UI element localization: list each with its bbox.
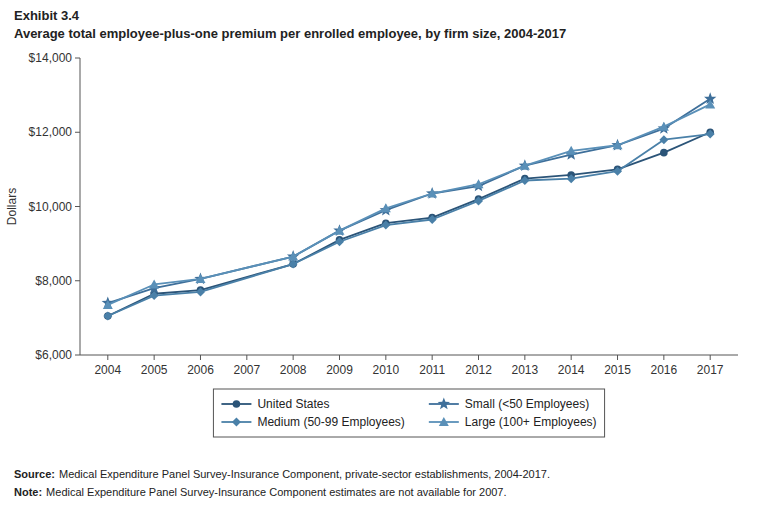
y-tick <box>75 132 80 133</box>
x-tick-label: 2006 <box>187 363 214 377</box>
y-tick <box>75 355 80 356</box>
series-marker <box>334 226 344 235</box>
series-marker <box>287 250 299 262</box>
annotation-label: Note: <box>14 486 42 498</box>
legend-item: Small (<50 Employees) <box>429 397 589 411</box>
series-marker <box>474 196 483 205</box>
legend-marker <box>438 398 450 410</box>
x-tick-label: 2007 <box>233 363 260 377</box>
legend-box <box>213 389 604 437</box>
series-marker <box>333 224 345 236</box>
series-marker <box>149 279 159 288</box>
x-tick-label: 2012 <box>465 363 492 377</box>
x-tick <box>293 355 294 360</box>
x-tick <box>524 355 525 360</box>
subtitle: Average total employee-plus-one premium … <box>14 26 566 41</box>
x-tick-label: 2010 <box>372 363 399 377</box>
x-tick <box>478 355 479 360</box>
legend: United States Small (<50 Employees) Medium… <box>213 389 604 437</box>
series-marker <box>103 300 113 309</box>
x-tick-label: 2017 <box>697 363 724 377</box>
x-tick <box>385 355 386 360</box>
series-line <box>108 134 710 316</box>
y-tick-label: $10,000 <box>29 200 73 214</box>
x-tick <box>617 355 618 360</box>
series-marker <box>104 312 112 320</box>
y-tick-label: $12,000 <box>29 125 73 139</box>
series-line <box>108 104 710 304</box>
series-marker <box>611 139 623 151</box>
x-axis-line <box>80 355 738 356</box>
series-marker <box>289 260 297 268</box>
x-tick <box>200 355 201 360</box>
series-marker <box>520 161 530 170</box>
series-line <box>108 132 710 316</box>
series-marker <box>705 99 715 108</box>
series-marker <box>381 203 391 212</box>
legend-label: United States <box>257 397 329 411</box>
title: Exhibit 3.4 <box>14 8 80 23</box>
x-tick-label: 2009 <box>326 363 353 377</box>
annotation-text: Medical Expenditure Panel Survey-Insuran… <box>46 486 506 498</box>
x-tick <box>339 355 340 360</box>
series-marker <box>567 174 576 183</box>
series-marker <box>427 189 437 198</box>
x-tick-label: 2015 <box>604 363 631 377</box>
legend-label: Large (100+ Employees) <box>465 415 597 429</box>
legend-item: United States <box>221 397 329 411</box>
x-tick <box>710 355 711 360</box>
x-tick-label: 2008 <box>280 363 307 377</box>
x-tick <box>107 355 108 360</box>
y-tick <box>75 206 80 207</box>
series-marker <box>613 167 622 176</box>
annotation-label: Source: <box>14 468 55 480</box>
series-marker <box>613 140 623 149</box>
series-marker <box>103 312 112 321</box>
series-marker <box>289 260 298 269</box>
legend-label: Small (<50 Employees) <box>465 397 589 411</box>
series-marker <box>428 215 437 224</box>
x-tick <box>432 355 433 360</box>
y-tick-label: $8,000 <box>35 274 72 288</box>
legend-label: Medium (50-99 Employees) <box>257 415 404 429</box>
series-marker <box>150 291 159 300</box>
series-marker <box>706 130 715 139</box>
x-tick-label: 2014 <box>558 363 585 377</box>
series-marker <box>520 176 529 185</box>
series-marker <box>381 221 390 230</box>
x-tick <box>154 355 155 360</box>
x-tick-label: 2004 <box>94 363 121 377</box>
x-tick-label: 2013 <box>511 363 538 377</box>
x-tick <box>663 355 664 360</box>
series-marker <box>335 237 344 246</box>
y-tick <box>75 58 80 59</box>
legend-marker <box>439 417 449 426</box>
y-axis-label: Dollars <box>5 188 19 225</box>
annotation-text: Medical Expenditure Panel Survey-Insuran… <box>59 468 550 480</box>
plot-area <box>102 92 717 320</box>
x-tick-label: 2005 <box>141 363 168 377</box>
series-marker <box>566 146 576 155</box>
series-marker <box>660 149 668 157</box>
series-marker <box>474 179 484 188</box>
y-tick-label: $14,000 <box>29 51 73 65</box>
series-marker <box>659 135 668 144</box>
x-tick-label: 2011 <box>419 363 445 377</box>
x-tick <box>246 355 247 360</box>
chart: Exhibit 3.4 Average total employee-plus-o… <box>0 0 758 518</box>
x-tick <box>571 355 572 360</box>
series-marker <box>659 122 669 131</box>
legend-item: Medium (50-99 Employees) <box>221 415 404 429</box>
legend-item: Large (100+ Employees) <box>429 415 597 429</box>
series-marker <box>196 287 205 296</box>
x-tick-label: 2016 <box>651 363 678 377</box>
legend-marker <box>232 418 241 427</box>
y-tick-label: $6,000 <box>35 348 72 362</box>
series-marker <box>288 252 298 261</box>
y-tick <box>75 280 80 281</box>
legend-marker <box>233 400 241 408</box>
series-marker <box>195 274 205 283</box>
